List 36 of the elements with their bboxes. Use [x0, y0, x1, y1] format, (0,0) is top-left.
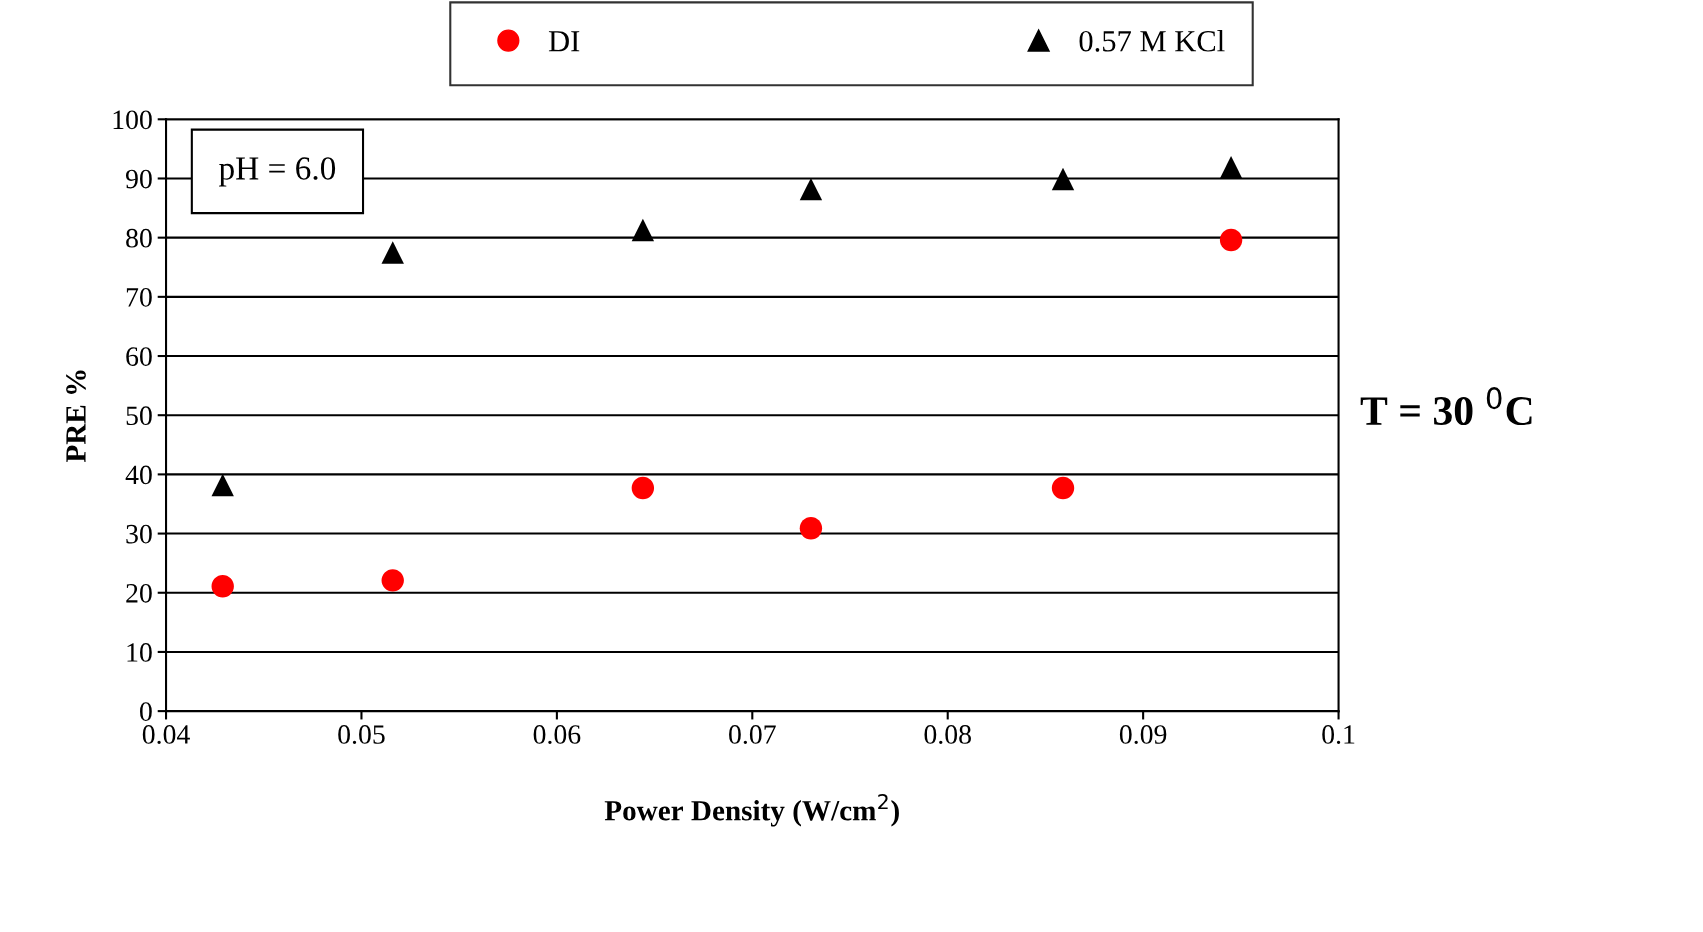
point — [1051, 476, 1075, 500]
point — [381, 569, 404, 592]
x-tick-label: 0.09 — [1119, 725, 1167, 744]
y-tick-label: 10 — [127, 643, 152, 662]
x-tick-label: 0.1 — [1322, 725, 1355, 744]
annotation: pH = 6.0 — [219, 157, 336, 187]
point — [211, 473, 234, 497]
y-tick-label: 30 — [126, 524, 152, 544]
y-tick-label: 80 — [126, 228, 152, 248]
point — [381, 241, 404, 264]
x-tick-label: 0.06 — [533, 725, 581, 744]
point — [631, 218, 655, 242]
x-tick-label: 0.07 — [729, 725, 776, 744]
x-tick-label: 0.04 — [142, 725, 190, 744]
y-tick-label: 90 — [125, 169, 152, 189]
y-tick-label: 100 — [113, 110, 152, 130]
text: T = 30 $^{0}$C — [1360, 387, 1532, 426]
y-tick-label: 70 — [126, 288, 152, 307]
legend-label: DI — [548, 31, 580, 52]
point — [1219, 228, 1243, 252]
point — [631, 476, 655, 500]
y-axis-title: PRE % — [66, 370, 86, 463]
x-axis-title: Power Density (W/cm$^{2}$) — [604, 793, 899, 827]
point — [1219, 156, 1243, 179]
y-tick-label: 0 — [140, 702, 152, 722]
y-tick-label: 40 — [125, 465, 152, 485]
point — [211, 575, 234, 598]
legend-label: 0.57 M KCl — [1079, 30, 1225, 52]
point — [799, 177, 823, 201]
y-tick-label: 60 — [126, 347, 152, 366]
x-tick-label: 0.05 — [338, 725, 385, 744]
x-tick-label: 0.08 — [924, 725, 971, 744]
point — [799, 517, 823, 540]
point — [1051, 167, 1075, 191]
y-tick-label: 20 — [126, 583, 152, 603]
y-tick-label: 50 — [126, 406, 152, 426]
